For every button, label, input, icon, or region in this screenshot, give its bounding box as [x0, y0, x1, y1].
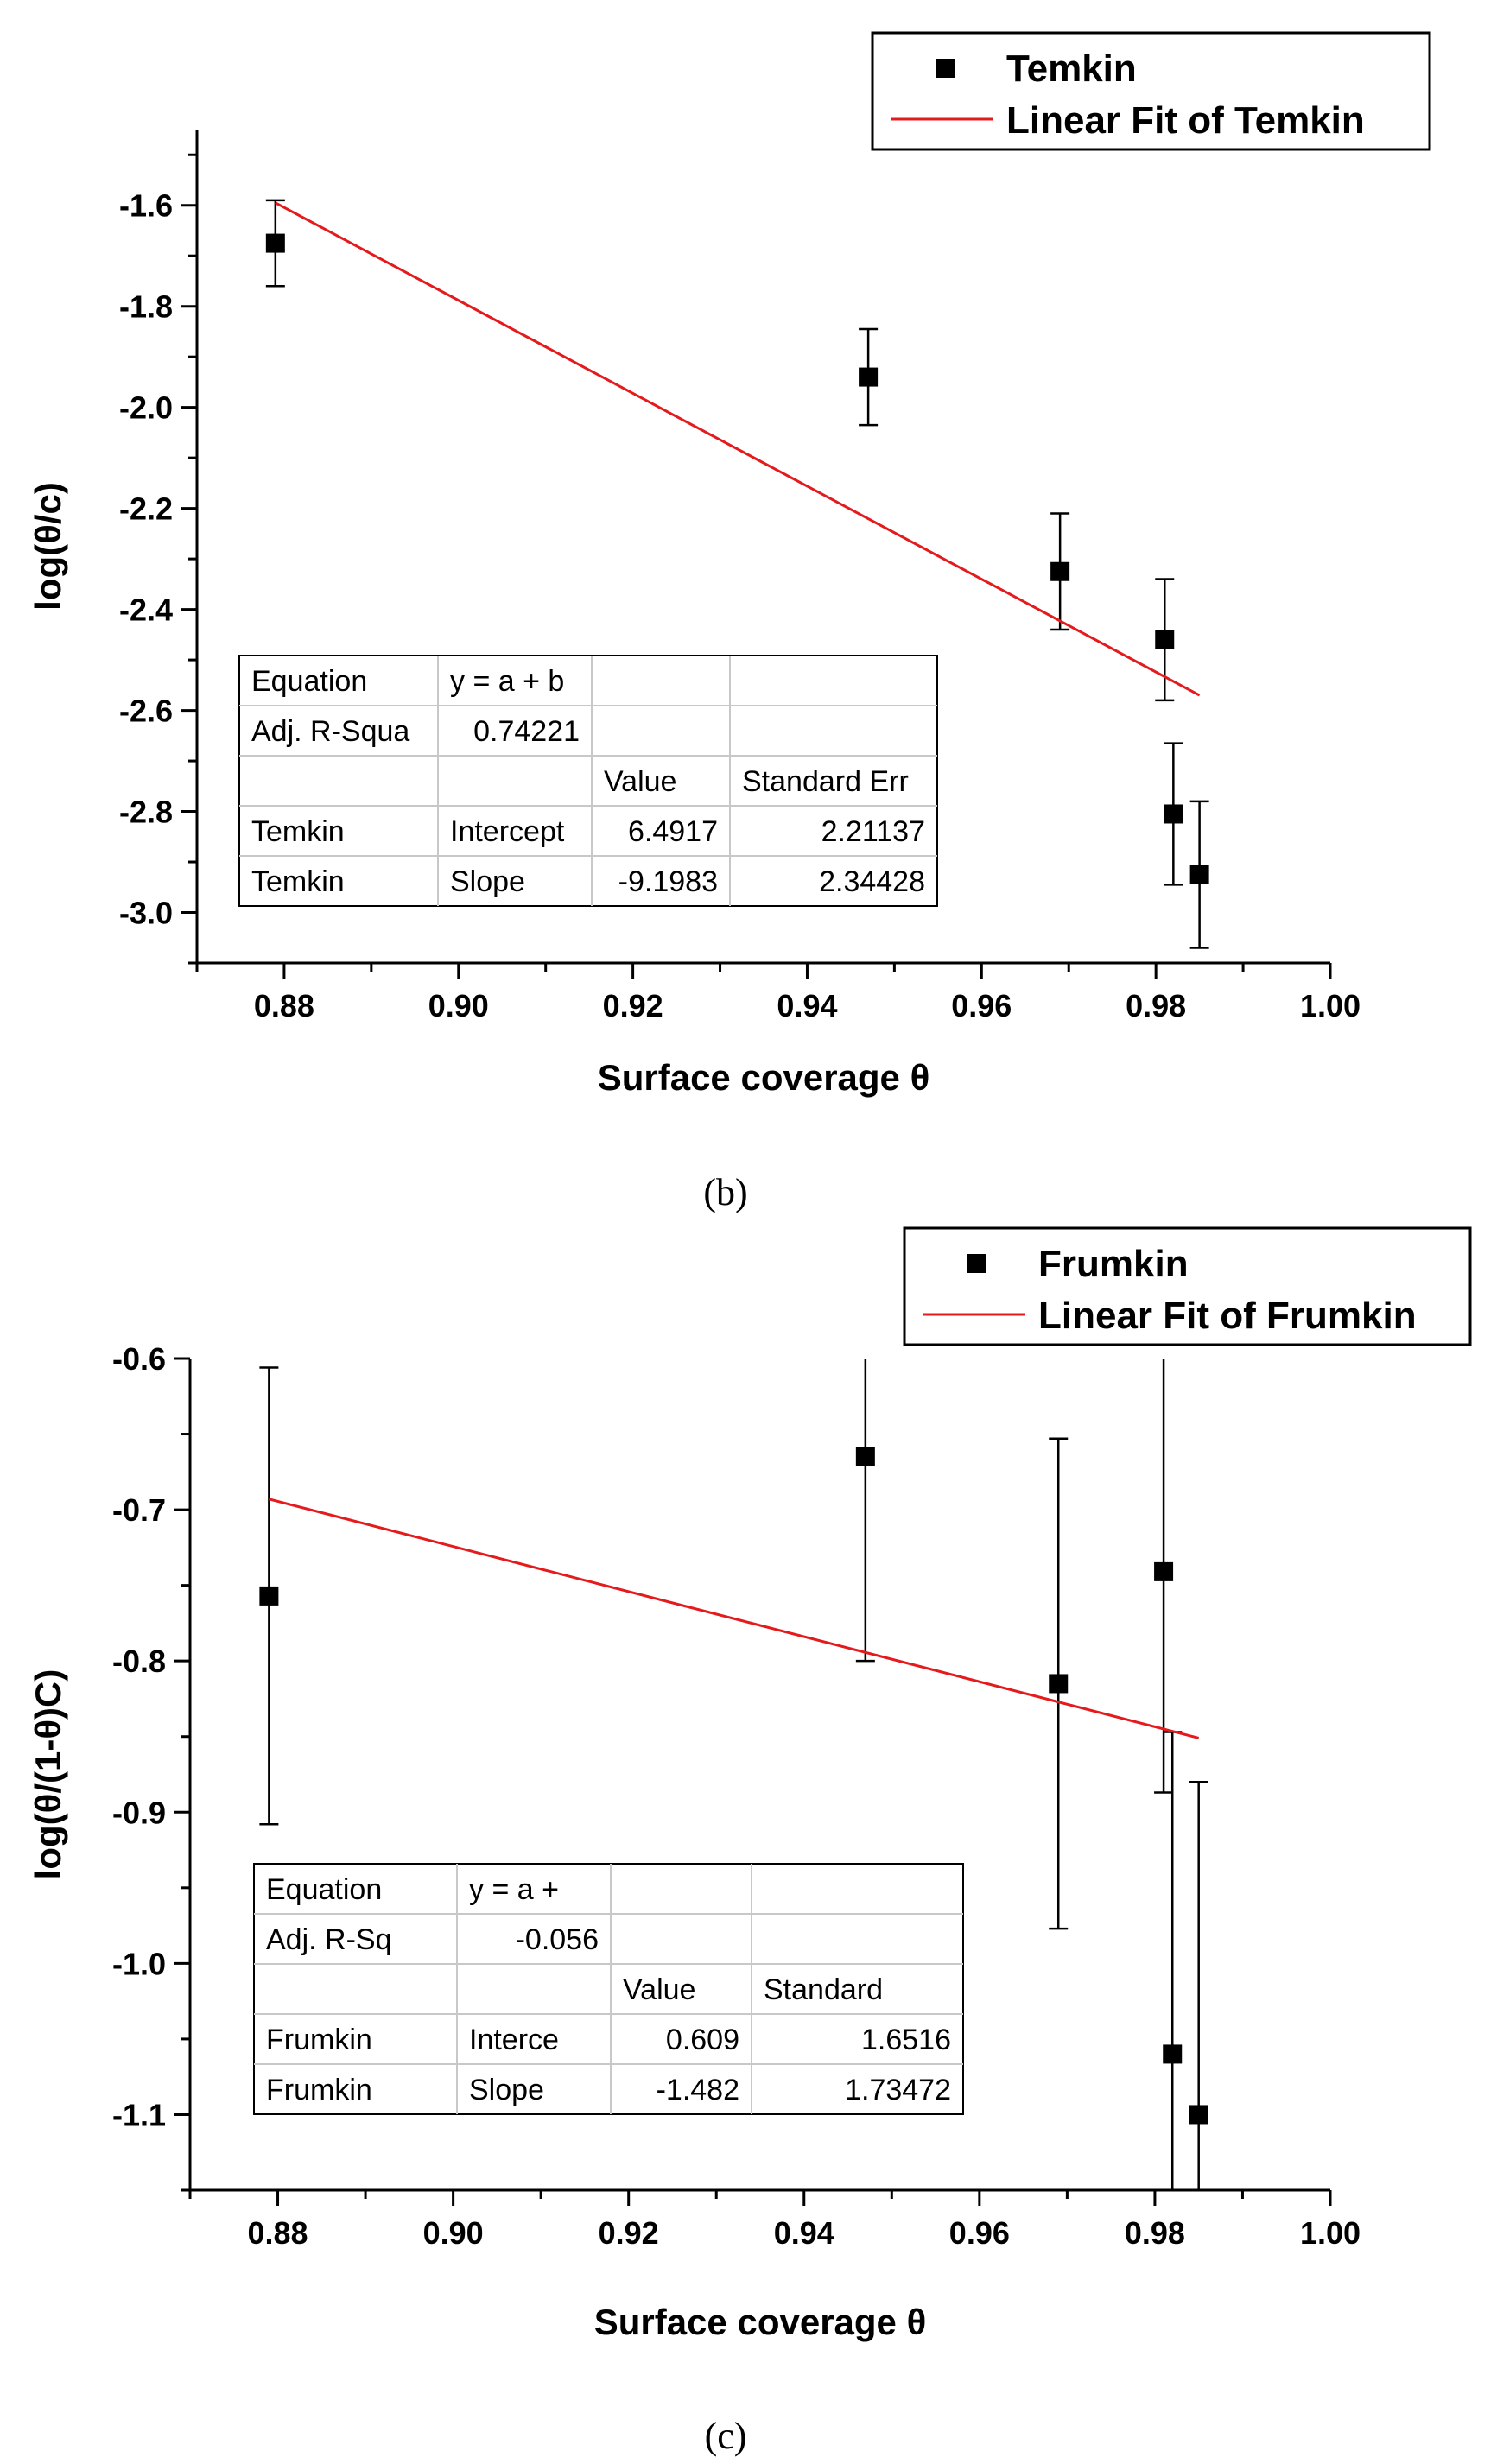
- y-tick-label: -0.7: [112, 1492, 166, 1528]
- legend-label: Frumkin: [1038, 1243, 1189, 1285]
- fit-table-cell: Interce: [469, 2024, 559, 2056]
- chart-panel-c: 0.88 0.90 0.92 0.94 0.96 0.98 1.00 -0.6 -0.7 -0.8…: [28, 1226, 1472, 2342]
- fit-table-cell: 1.6516: [861, 2024, 951, 2056]
- data-point-marker: [1163, 2044, 1183, 2064]
- fit-table-cell: 2.21137: [821, 815, 925, 848]
- plot-area: [265, 199, 1209, 949]
- fit-table-cell: Intercept: [450, 815, 565, 848]
- fit-table-cell: -9.1983: [618, 865, 718, 898]
- chart-panel-b: 0.88 0.90 0.92 0.94 0.96 0.98 1.00 -1.6 -1.8 -2.0…: [28, 31, 1431, 1098]
- fit-line: [275, 201, 1201, 697]
- data-point-marker: [855, 1447, 875, 1466]
- fit-table-cell: Standard Err: [742, 765, 909, 798]
- y-tick-label: -2.8: [119, 795, 173, 830]
- fit-table-cell: -0.056: [516, 1923, 599, 1956]
- x-tick-label: 0.94: [774, 2215, 834, 2251]
- fit-table-cell: y = a + b: [450, 665, 564, 698]
- y-tick-label: -0.6: [112, 1341, 166, 1377]
- x-tick-label: 0.98: [1126, 988, 1186, 1023]
- legend-label: Temkin: [1006, 48, 1137, 90]
- x-tick-label: 0.90: [423, 2215, 484, 2251]
- y-tick-label: -2.6: [119, 694, 173, 729]
- fit-table-cell: y = a +: [469, 1873, 559, 1906]
- x-axis-title: Surface coverage θ: [598, 1057, 930, 1098]
- fit-table-cell: 2.34428: [819, 865, 925, 898]
- legend-marker-square: [936, 59, 955, 78]
- plot-area: [259, 1359, 1208, 2190]
- y-tick-label: -1.8: [119, 289, 173, 325]
- fit-table-frame: [238, 655, 938, 907]
- x-tick-label: 1.00: [1300, 988, 1361, 1023]
- data-point-marker: [1154, 1561, 1174, 1581]
- data-point-marker: [1189, 2105, 1208, 2125]
- fit-table-cell: 6.4917: [628, 815, 718, 848]
- fit-table-cell: 0.74221: [473, 715, 580, 748]
- x-tick-label: 0.88: [247, 2215, 308, 2251]
- y-tick-label: -1.6: [119, 188, 173, 224]
- fit-table-cell: -1.482: [657, 2074, 739, 2106]
- fit-table-cell: Equation: [251, 665, 367, 698]
- fit-table-cell: Slope: [450, 865, 525, 898]
- data-point-marker: [265, 233, 285, 253]
- data-point-marker: [259, 1586, 279, 1606]
- x-tick-label: 1.00: [1300, 2215, 1361, 2251]
- fit-table-cell: Adj. R-Sq: [266, 1923, 392, 1956]
- data-point-marker: [1050, 561, 1070, 581]
- y-tick-label: -1.1: [112, 2097, 166, 2132]
- data-point-marker: [859, 367, 879, 387]
- fit-table-cell: Frumkin: [266, 2024, 372, 2056]
- legend-label: Linear Fit of Frumkin: [1038, 1295, 1417, 1337]
- x-tick-label: 0.92: [599, 2215, 659, 2251]
- fit-table-cell: 1.73472: [845, 2074, 951, 2106]
- data-point-marker: [1164, 804, 1183, 824]
- x-tick-label: 0.94: [777, 988, 837, 1023]
- legend-box: [903, 1226, 1472, 1346]
- y-tick-label: -2.2: [119, 491, 173, 527]
- fit-table-cell: Standard: [764, 1973, 883, 2006]
- fit-table-cell: Value: [604, 765, 676, 798]
- fit-table-cell: Temkin: [251, 815, 345, 848]
- fit-table-cell: Temkin: [251, 865, 345, 898]
- y-tick-label: -0.8: [112, 1644, 166, 1679]
- y-tick-label: -2.0: [119, 390, 173, 426]
- x-tick-label: 0.96: [949, 2215, 1010, 2251]
- x-tick-label: 0.96: [951, 988, 1012, 1023]
- x-tick-label: 0.88: [254, 988, 314, 1023]
- fit-line: [269, 1498, 1200, 1739]
- data-point-marker: [1049, 1674, 1069, 1694]
- fit-table-cell: Slope: [469, 2074, 544, 2106]
- x-tick-label: 0.98: [1125, 2215, 1185, 2251]
- fit-table-frame: [253, 1863, 964, 2115]
- legend-marker-square: [967, 1254, 986, 1273]
- y-tick-label: -1.0: [112, 1946, 166, 1981]
- fit-table-cell: Frumkin: [266, 2074, 372, 2106]
- panel-caption-c: (c): [705, 2415, 747, 2457]
- x-tick-label: 0.90: [428, 988, 489, 1023]
- y-axis-title: log(θ/c): [28, 482, 68, 611]
- y-tick-label: -3.0: [119, 896, 173, 931]
- fit-table-cell: 0.609: [666, 2024, 739, 2056]
- x-axis-title: Surface coverage θ: [594, 2302, 927, 2342]
- x-tick-label: 0.92: [603, 988, 663, 1023]
- y-axis-title: log(θ/(1-θ)C): [28, 1669, 68, 1880]
- fit-table-cell: Adj. R-Squa: [251, 715, 409, 748]
- fit-table-cell: Equation: [266, 1873, 382, 1906]
- panel-caption-b: (b): [703, 1171, 747, 1213]
- legend-box: [871, 31, 1431, 151]
- data-point-marker: [1155, 630, 1175, 649]
- data-point-marker: [1189, 865, 1209, 884]
- y-tick-label: -2.4: [119, 592, 173, 628]
- fit-table-cell: Value: [623, 1973, 695, 2006]
- legend-label: Linear Fit of Temkin: [1006, 99, 1365, 142]
- y-tick-label: -0.9: [112, 1795, 166, 1830]
